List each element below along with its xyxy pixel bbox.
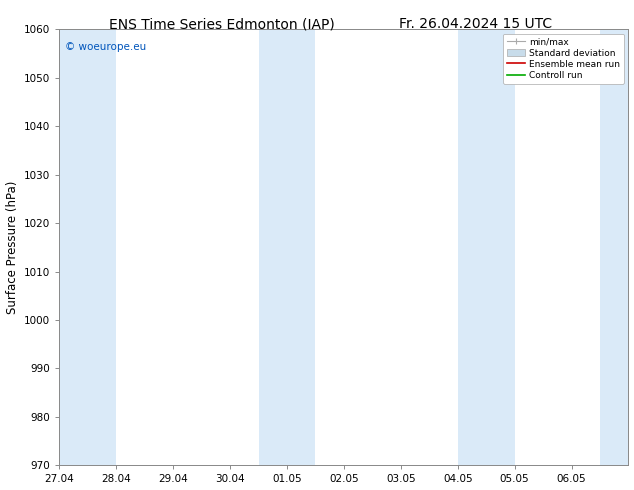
Text: ENS Time Series Edmonton (IAP): ENS Time Series Edmonton (IAP) (109, 17, 335, 31)
Bar (259, 29, 316, 465)
Bar (60, 29, 116, 465)
Bar (458, 29, 515, 465)
Bar (600, 29, 628, 465)
Text: © woeurope.eu: © woeurope.eu (65, 42, 146, 52)
Y-axis label: Surface Pressure (hPa): Surface Pressure (hPa) (6, 181, 18, 314)
Legend: min/max, Standard deviation, Ensemble mean run, Controll run: min/max, Standard deviation, Ensemble me… (503, 34, 624, 84)
Text: Fr. 26.04.2024 15 UTC: Fr. 26.04.2024 15 UTC (399, 17, 552, 31)
